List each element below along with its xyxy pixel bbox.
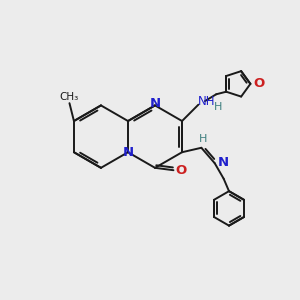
Text: N: N (149, 98, 161, 110)
Text: NH: NH (198, 94, 215, 108)
Text: O: O (175, 164, 187, 177)
Text: H: H (214, 102, 222, 112)
Text: O: O (253, 77, 264, 90)
Text: H: H (199, 134, 207, 144)
Text: N: N (122, 146, 134, 159)
Text: N: N (218, 156, 229, 169)
Text: CH₃: CH₃ (60, 92, 79, 102)
